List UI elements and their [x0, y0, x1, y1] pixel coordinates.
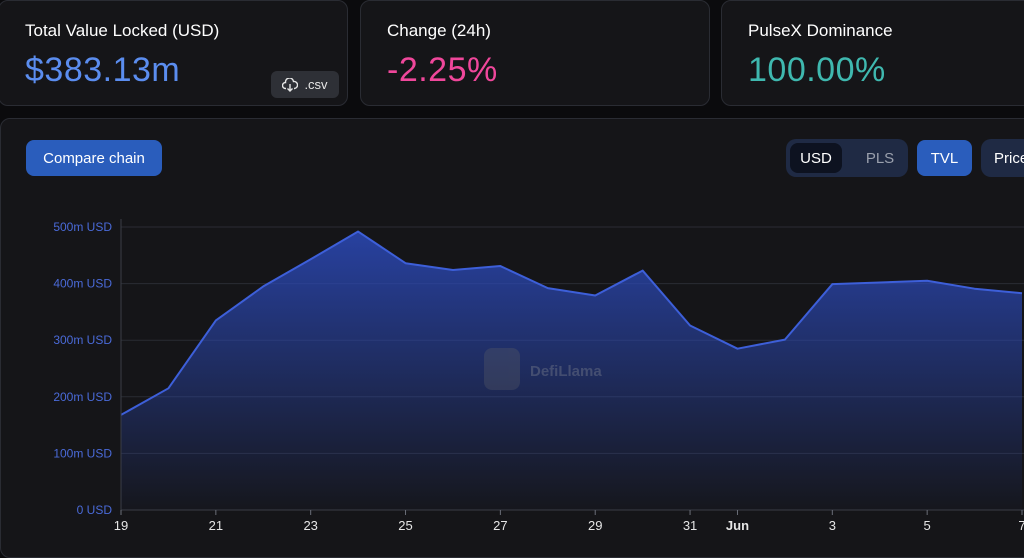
x-tick-label: 29 — [588, 518, 602, 533]
y-tick-label: 400m USD — [53, 277, 112, 291]
x-tick-label: 7 — [1018, 518, 1024, 533]
y-tick-label: 300m USD — [53, 333, 112, 347]
y-tick-label: 500m USD — [53, 220, 112, 234]
y-tick-label: 0 USD — [77, 503, 113, 517]
x-tick-label: Jun — [726, 518, 749, 533]
y-tick-label: 100m USD — [53, 446, 112, 460]
x-tick-label: 23 — [303, 518, 317, 533]
x-tick-label: 21 — [209, 518, 223, 533]
x-tick-label: 5 — [924, 518, 931, 533]
x-tick-label: 3 — [829, 518, 836, 533]
x-tick-label: 27 — [493, 518, 507, 533]
x-tick-label: 25 — [398, 518, 412, 533]
y-tick-label: 200m USD — [53, 390, 112, 404]
x-tick-label: 19 — [114, 518, 128, 533]
llama-logo-icon — [484, 348, 520, 390]
watermark-text: DefiLlama — [530, 363, 602, 380]
x-tick-label: 31 — [683, 518, 697, 533]
